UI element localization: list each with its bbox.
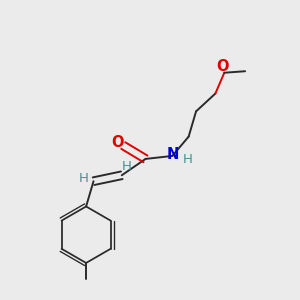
Text: H: H xyxy=(79,172,89,185)
Text: O: O xyxy=(112,135,124,150)
Text: O: O xyxy=(217,59,229,74)
Text: H: H xyxy=(121,160,131,173)
Text: H: H xyxy=(183,153,193,166)
Text: N: N xyxy=(167,147,179,162)
